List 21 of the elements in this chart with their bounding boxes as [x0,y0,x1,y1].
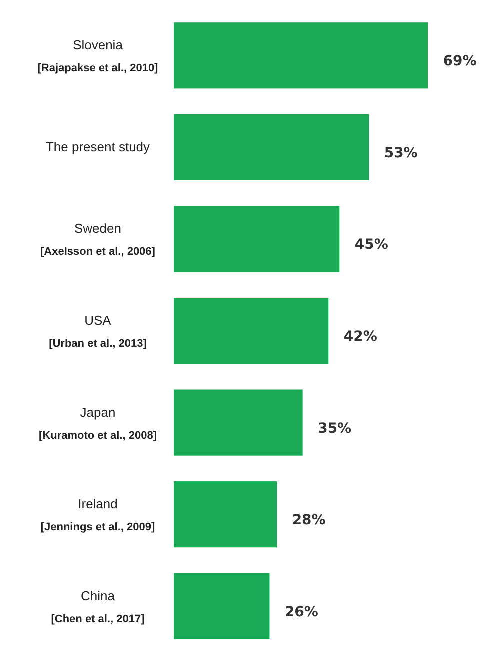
y-tick-label: USA [Urban et al., 2013] [49,313,148,350]
bar [174,298,329,364]
bar [174,573,270,640]
y-tick-label: Sweden [Axelsson et al., 2006] [40,221,156,258]
bar [174,206,340,272]
y-tick-label: The present study [46,139,151,154]
data-label: 28% [292,512,326,529]
bar [174,482,278,548]
data-label: 42% [344,329,378,345]
data-label: 26% [284,604,318,620]
data-label: 69% [443,54,477,70]
data-label: 53% [384,145,418,162]
bar [174,390,303,456]
y-tick-label: Slovenia [Rajapakse et al., 2010] [38,38,159,75]
bar [174,22,428,89]
data-label: 45% [354,237,388,254]
y-tick-label: Ireland [Jennings et al., 2009] [40,496,156,534]
y-tick-label: Japan [Kuramoto et al., 2008] [39,404,158,442]
y-tick-label: China [Chen et al., 2017] [51,588,146,626]
bar [174,114,370,180]
data-label: 35% [318,420,352,437]
